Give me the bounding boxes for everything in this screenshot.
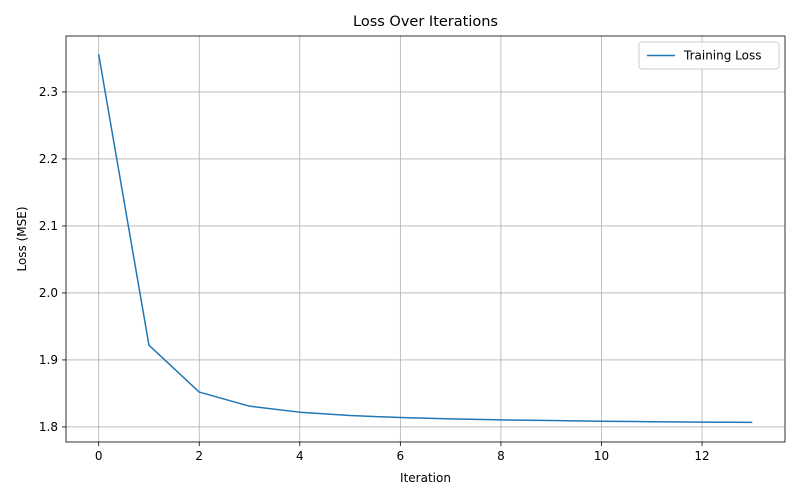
y-tick-label: 2.2 — [39, 152, 58, 166]
x-tick-label: 4 — [296, 449, 304, 463]
x-tick-label: 0 — [95, 449, 103, 463]
y-axis-ticks: 1.8 1.9 2.0 2.1 2.2 2.3 — [39, 85, 66, 434]
series-line-training-loss — [99, 54, 753, 422]
legend-label-training-loss: Training Loss — [683, 49, 761, 63]
y-tick-label: 2.1 — [39, 219, 58, 233]
grid — [66, 36, 785, 442]
x-tick-label: 12 — [694, 449, 709, 463]
y-axis-title: Loss (MSE) — [15, 206, 29, 271]
x-tick-label: 8 — [497, 449, 505, 463]
x-tick-label: 10 — [594, 449, 609, 463]
legend: Training Loss — [639, 42, 779, 69]
y-tick-label: 2.3 — [39, 85, 58, 99]
x-axis-ticks: 0 2 4 6 8 10 12 — [95, 442, 710, 463]
chart-title: Loss Over Iterations — [353, 14, 498, 30]
series-layer — [99, 54, 753, 422]
x-tick-label: 6 — [397, 449, 405, 463]
y-tick-label: 2.0 — [39, 286, 58, 300]
plot-frame — [66, 36, 785, 442]
x-tick-label: 2 — [195, 449, 203, 463]
x-axis-title: Iteration — [400, 471, 451, 485]
y-tick-label: 1.8 — [39, 420, 58, 434]
y-tick-label: 1.9 — [39, 353, 58, 367]
axes — [66, 36, 785, 442]
